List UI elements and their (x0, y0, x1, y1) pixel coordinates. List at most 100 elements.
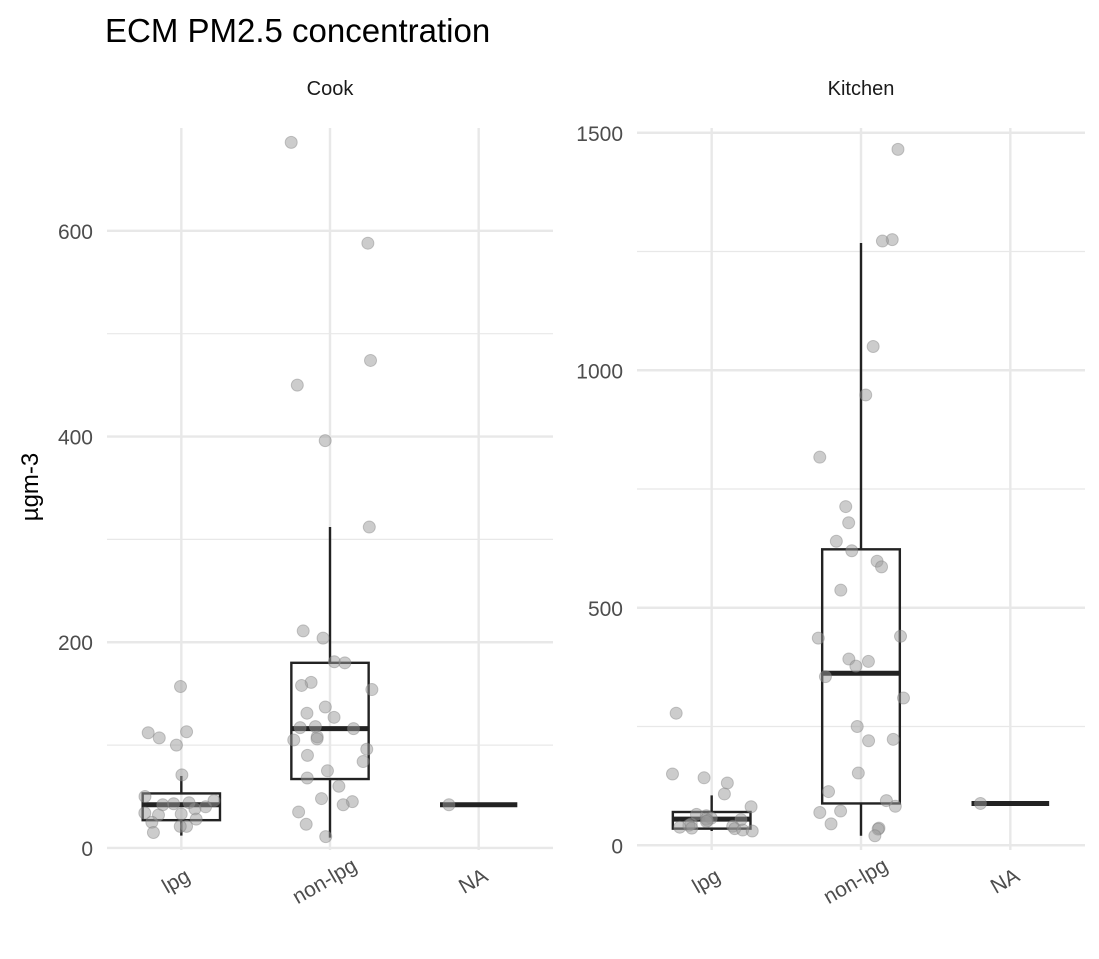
data-point (138, 806, 152, 820)
y-tick-label: 400 (58, 427, 93, 450)
x-tick-label-non-lpg: non-lpg (289, 854, 361, 909)
y-tick-label: 1000 (576, 360, 623, 383)
x-tick-label-non-lpg: non-lpg (820, 854, 892, 909)
data-point (365, 683, 379, 697)
data-point (310, 732, 324, 746)
data-point (347, 722, 361, 736)
data-point (813, 450, 827, 464)
data-point (875, 560, 889, 574)
data-point (293, 721, 307, 735)
data-point (180, 725, 194, 739)
panel-cook: Cook 0 200 400 600 lpg non-lpg NA (58, 78, 553, 909)
data-point (299, 817, 313, 831)
data-point (356, 755, 370, 769)
data-point (296, 624, 310, 638)
y-tick-label: 200 (58, 632, 93, 655)
data-point (284, 135, 298, 149)
data-point (845, 544, 859, 558)
data-point (173, 819, 187, 833)
data-point (850, 720, 864, 733)
data-point (842, 516, 856, 530)
data-point (207, 794, 221, 808)
data-point (300, 748, 314, 762)
data-point (169, 738, 183, 752)
data-point (673, 820, 687, 834)
data-point (175, 768, 189, 782)
data-point (861, 654, 875, 668)
data-point (327, 710, 341, 724)
data-point (152, 731, 166, 745)
x-tick-label-lpg: lpg (689, 864, 725, 898)
data-point (839, 500, 853, 514)
data-point (888, 799, 902, 813)
data-point (336, 798, 350, 812)
data-point (822, 785, 836, 799)
data-point (744, 800, 758, 814)
data-point (824, 817, 838, 831)
data-point (973, 796, 987, 810)
data-point (138, 790, 152, 804)
data-point (315, 792, 329, 806)
data-point (316, 631, 330, 645)
data-point (189, 812, 203, 826)
data-point (141, 726, 155, 740)
data-point (360, 742, 374, 756)
data-point (318, 434, 332, 448)
y-tick-label: 600 (58, 221, 93, 244)
x-tick-label-lpg: lpg (158, 864, 194, 898)
data-point (167, 797, 181, 811)
data-point (292, 805, 306, 819)
x-tick-label-na: NA (987, 864, 1024, 899)
data-point (866, 340, 880, 353)
data-point (361, 236, 375, 250)
data-point (829, 534, 843, 548)
data-point (896, 691, 910, 705)
data-point (318, 700, 332, 714)
data-point (868, 829, 882, 843)
data-point (894, 629, 908, 643)
panel-kitchen: Kitchen 0 500 1000 1500 lpg non-lpg NA (576, 78, 1085, 909)
panel-strip-cook: Cook (307, 78, 355, 100)
y-axis-label: µgm-3 (17, 453, 44, 522)
y-tick-label: 0 (81, 838, 93, 861)
data-point (849, 659, 863, 673)
chart-title: ECM PM2.5 concentration (105, 12, 490, 49)
data-point (862, 734, 876, 748)
data-point (364, 353, 378, 367)
data-point (199, 800, 213, 814)
data-point (879, 794, 893, 808)
y-tick-label: 0 (611, 835, 623, 858)
data-point (146, 826, 160, 840)
data-point (300, 706, 314, 720)
data-point (697, 771, 711, 785)
data-point (891, 142, 905, 156)
data-point (720, 776, 734, 790)
data-point (174, 679, 188, 693)
data-point (362, 520, 376, 534)
data-point (886, 732, 900, 746)
data-point (834, 804, 848, 818)
data-point (319, 830, 333, 844)
data-point (287, 733, 301, 747)
data-point (338, 656, 352, 670)
data-point (813, 805, 827, 819)
data-point (295, 678, 309, 692)
data-point (300, 771, 314, 785)
data-point (834, 583, 848, 597)
data-point (818, 670, 832, 684)
data-point (665, 767, 679, 781)
data-point (875, 234, 889, 248)
y-tick-label: 500 (588, 598, 623, 621)
data-point (290, 378, 304, 392)
data-point (859, 388, 873, 402)
data-point (442, 798, 456, 812)
y-tick-label: 1500 (576, 123, 623, 146)
data-point (745, 824, 759, 838)
x-tick-label-na: NA (455, 864, 492, 899)
data-point (332, 779, 346, 793)
data-point (811, 631, 825, 645)
data-point (685, 821, 699, 835)
data-point (699, 815, 713, 828)
data-point (320, 764, 334, 778)
